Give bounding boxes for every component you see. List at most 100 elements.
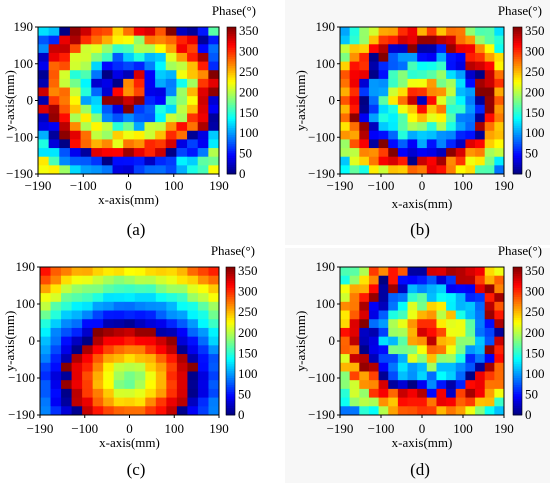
heatmap-cell [368,362,379,372]
heatmap-cell [165,78,177,88]
heatmap-cell [455,165,466,175]
heatmap-cell [368,104,379,114]
heatmap-cell [165,44,177,54]
colorbar-swatch [226,285,235,289]
heatmap-cell [340,336,351,346]
heatmap-cell [494,354,505,364]
heatmap-cell [208,52,220,62]
heatmap-cell [349,139,360,149]
heatmap-cell [61,293,72,303]
heatmap-cell [176,267,188,277]
heatmap-cell [455,388,466,398]
heatmap-cell [61,362,72,372]
colorbar-swatch [226,310,235,314]
heatmap-cell [455,96,466,106]
x-tick-label: −100 [368,178,395,193]
heatmap-cell [82,267,94,277]
heatmap-cell [368,284,379,294]
colorbar-swatch [513,148,522,152]
heatmap-cell [208,388,220,398]
heatmap-cell [484,96,495,106]
heatmap-cell [397,345,408,355]
heatmap-cell [123,156,135,166]
colorbar-swatch [226,280,235,284]
heatmap-cell [455,397,466,407]
colorbar-swatch [226,403,235,407]
heatmap-cell [475,371,486,381]
heatmap-cell [91,104,103,114]
heatmap-cell [349,362,360,372]
heatmap-cell [187,293,199,303]
colorbar-tick-label: 150 [238,345,258,360]
heatmap-cell [378,104,389,114]
y-tick-label: 100 [316,296,336,311]
colorbar-swatch [227,52,236,55]
heatmap-cell [208,148,220,158]
colorbar-swatch [227,63,236,67]
heatmap-cell [494,336,505,346]
heatmap-cell [145,345,157,355]
heatmap-cell [112,27,124,37]
heatmap-cell [208,336,220,346]
heatmap-cell [465,327,476,338]
heatmap-cell [426,122,437,132]
heatmap-cell [465,310,476,320]
heatmap-cell [197,380,209,390]
heatmap-cell [208,301,220,311]
colorbar-swatch [227,146,236,150]
colorbar-swatch [513,68,522,72]
heatmap-cell [101,130,113,140]
heatmap-cell [397,61,408,71]
heatmap-cell [134,275,146,285]
heatmap-cell [475,293,486,303]
heatmap-cell [436,122,447,132]
heatmap-cell [48,87,60,97]
heatmap-cell [368,310,379,320]
heatmap-cell [446,371,457,381]
heatmap-cell [71,293,83,303]
colorbar-swatch [513,310,522,314]
heatmap-cell [155,104,167,114]
heatmap-cell [123,139,135,149]
heatmap-cell [144,122,156,132]
colorbar-swatch [513,33,522,37]
heatmap-cell [484,406,495,416]
colorbar-tick-label: 50 [239,146,252,161]
heatmap-cell [388,78,399,88]
heatmap-cell [436,354,447,364]
heatmap-cell [187,165,199,175]
heatmap-cell [133,87,145,97]
heatmap-cell [71,327,83,338]
colorbar-swatch [226,350,235,353]
heatmap-cell [101,165,113,175]
heatmap-cell [133,96,145,106]
heatmap-cell [61,301,72,311]
colorbar-swatch [227,27,236,30]
colorbar-swatch [227,40,236,44]
heatmap-cell [208,354,220,364]
heatmap-cell [484,354,495,364]
x-tick-label: 0 [419,178,426,193]
heatmap-cell [417,380,428,390]
heatmap-cell [475,380,486,390]
heatmap-cell [197,78,209,88]
heatmap-cell [494,388,505,398]
heatmap-cell [176,165,188,175]
heatmap-cell [197,293,209,303]
heatmap-cell [40,284,51,294]
heatmap-cell [91,148,103,158]
heatmap-cell [407,397,418,407]
heatmap-cell [176,345,188,355]
colorbar-tick-label: 150 [525,105,545,120]
heatmap-cell [349,354,360,364]
heatmap-cell [133,139,145,149]
heatmap-cell [417,70,428,80]
colorbar-swatch [227,47,236,51]
heatmap-cell [359,293,370,303]
heatmap-cell [101,156,113,166]
heatmap-cell [368,78,379,88]
heatmap-cell [484,113,495,123]
heatmap-cell [475,139,486,149]
heatmap-cell [484,380,495,390]
heatmap-cell [187,113,199,123]
